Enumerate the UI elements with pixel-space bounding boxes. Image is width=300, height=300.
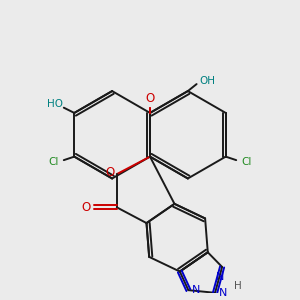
Text: H: H — [234, 281, 242, 291]
Text: Cl: Cl — [48, 157, 58, 167]
Text: N: N — [192, 285, 200, 295]
Text: O: O — [146, 92, 154, 105]
Text: N: N — [219, 288, 227, 298]
Text: O: O — [105, 166, 114, 179]
Text: Cl: Cl — [242, 157, 252, 167]
Text: OH: OH — [199, 76, 215, 85]
Text: HO: HO — [47, 99, 63, 109]
Text: N: N — [216, 272, 225, 282]
Text: O: O — [82, 201, 91, 214]
